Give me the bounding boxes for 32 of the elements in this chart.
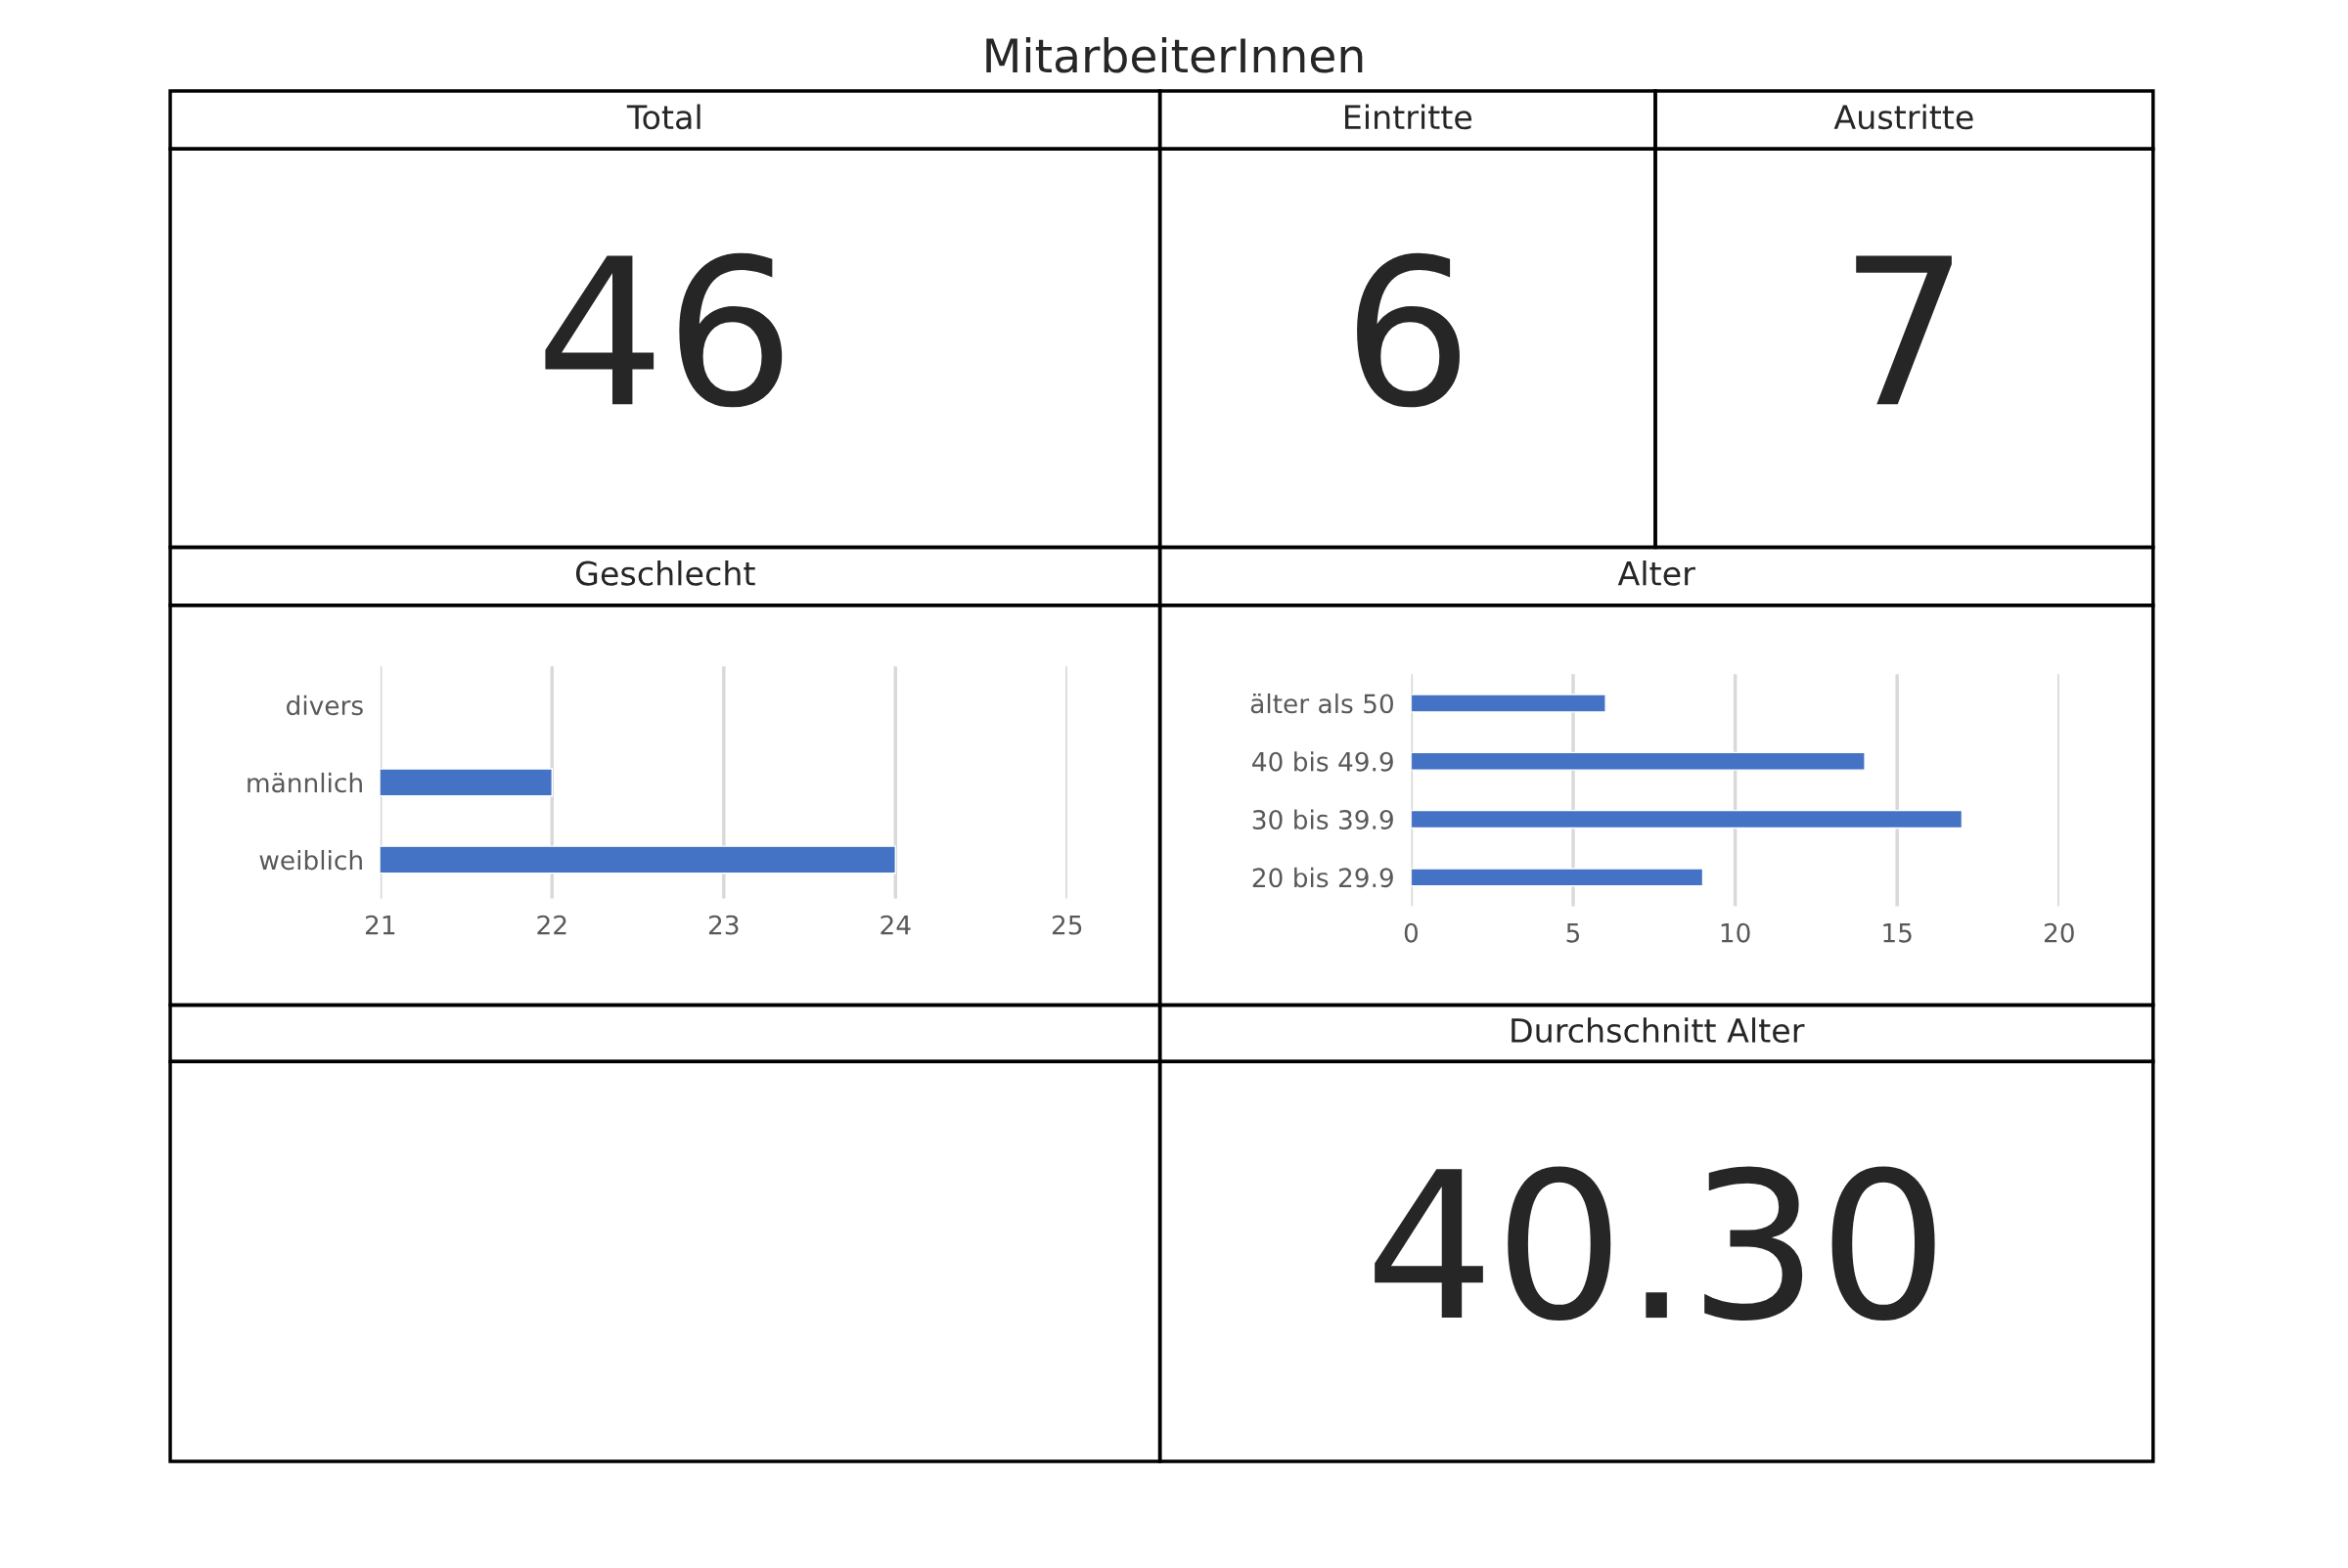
y-tick-label: männlich [248, 772, 362, 793]
y-tick-label: 20 bis 29.9 [1252, 867, 1393, 888]
y-tick-label: 30 bis 39.9 [1252, 809, 1393, 829]
text: 6 [1357, 252, 1460, 408]
x-tick-label: 10 [1721, 922, 1750, 943]
text: Total [626, 104, 700, 130]
text: 7 [1856, 255, 1952, 405]
bar [1411, 868, 1704, 887]
x-tick-label: 15 [1883, 923, 1912, 943]
x-tick-label: 0 [1404, 922, 1419, 943]
text: Austritte [1833, 104, 1973, 130]
x-tick-label: 22 [537, 915, 566, 935]
y-tick-label: 40 bis 49.9 [1252, 751, 1393, 772]
text: Eintritte [1345, 104, 1472, 130]
x-tick-label: 5 [1566, 923, 1580, 943]
x-tick-label: 21 [365, 915, 395, 935]
x-tick-label: 23 [708, 915, 739, 935]
text: MitarbeiterInnen [986, 37, 1363, 73]
text: 46 [545, 252, 783, 408]
text: 40.30 [1375, 1166, 1935, 1322]
y-tick-label: weiblich [259, 849, 362, 871]
bar [1411, 694, 1606, 713]
x-tick-label: 24 [880, 915, 911, 935]
x-tick-label: 25 [1052, 915, 1082, 935]
text: Durchschnitt Alter [1512, 1017, 1805, 1044]
bar [1411, 809, 1964, 829]
y-tick-label: divers [287, 694, 363, 716]
x-tick-label: 20 [2044, 922, 2074, 943]
chart-title: Alter [1617, 560, 1695, 586]
chart-title: Geschlecht [575, 560, 755, 586]
bar [1411, 751, 1866, 771]
y-tick-label: älter als 50 [1250, 693, 1393, 714]
